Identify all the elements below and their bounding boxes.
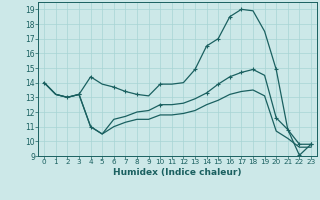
X-axis label: Humidex (Indice chaleur): Humidex (Indice chaleur)	[113, 168, 242, 177]
